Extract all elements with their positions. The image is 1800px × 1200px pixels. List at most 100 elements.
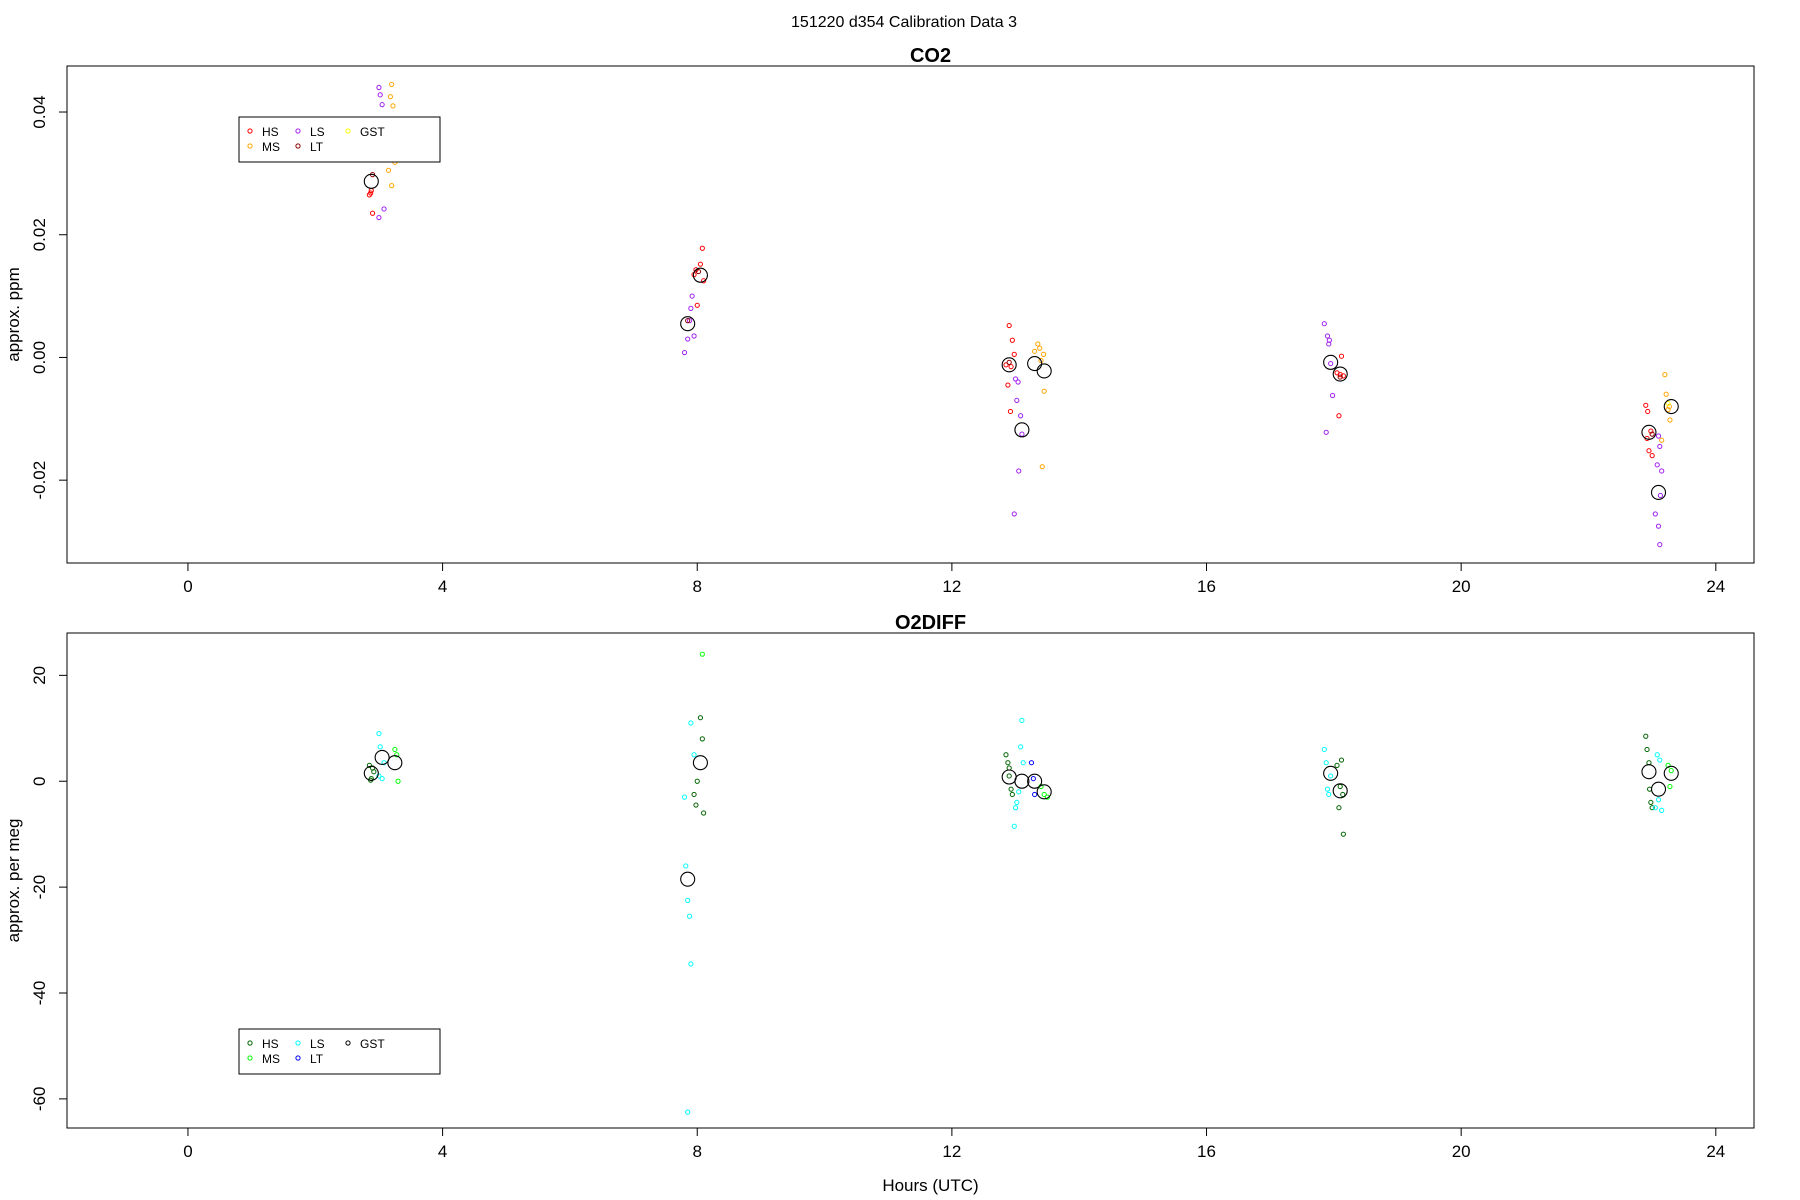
x-tick-label: 8 xyxy=(693,577,702,596)
mean-marker xyxy=(1323,354,1339,370)
data-point xyxy=(387,94,393,100)
x-tick-label: 4 xyxy=(438,1142,447,1161)
data-point xyxy=(1665,407,1671,413)
data-point xyxy=(694,302,700,308)
x-tick-label: 24 xyxy=(1706,577,1725,596)
x-axis: 0 4 8 12 16 20 24 xyxy=(183,1127,1725,1161)
data-point xyxy=(1032,791,1038,798)
data-point xyxy=(1324,333,1331,339)
data-point xyxy=(379,102,385,108)
legend-box xyxy=(238,116,441,163)
x-tick-label: 12 xyxy=(942,577,961,596)
data-point xyxy=(1340,831,1346,837)
mean-marker xyxy=(1332,783,1348,799)
data-point xyxy=(685,318,691,324)
data-point xyxy=(1011,823,1017,829)
x-tick-label: 16 xyxy=(1197,1142,1216,1161)
data-point xyxy=(1337,783,1343,790)
x-tick-label: 12 xyxy=(942,1142,961,1161)
data-point xyxy=(1009,337,1015,343)
legend-label: LT xyxy=(310,1052,324,1066)
data-point xyxy=(1334,762,1340,768)
data-point xyxy=(394,752,400,758)
x-tick-label: 20 xyxy=(1452,577,1471,596)
data-point xyxy=(1012,376,1019,382)
data-point xyxy=(366,762,372,768)
data-point xyxy=(395,778,401,784)
y-axis-label: approx. ppm xyxy=(4,267,23,362)
series-hs xyxy=(366,715,1655,837)
legend-label: GST xyxy=(360,1037,385,1051)
data-point xyxy=(1009,791,1015,798)
data-point xyxy=(691,791,697,798)
legend-marker xyxy=(295,143,301,149)
data-point xyxy=(685,336,691,342)
legend-label: HS xyxy=(262,1037,279,1051)
data-point xyxy=(697,261,704,267)
data-point xyxy=(699,736,705,742)
data-point xyxy=(376,773,382,779)
data-point xyxy=(390,103,396,109)
mean-marker xyxy=(387,755,403,771)
data-point xyxy=(376,730,382,737)
data-point xyxy=(1005,760,1011,766)
data-point xyxy=(1667,417,1673,423)
mean-marker xyxy=(1014,422,1030,438)
legend-label: HS xyxy=(262,125,279,139)
mean-marker xyxy=(1036,363,1052,379)
mean-marker xyxy=(692,267,708,283)
data-point xyxy=(1014,397,1020,404)
data-point xyxy=(1659,468,1665,474)
data-point xyxy=(1649,805,1655,811)
mean-marker xyxy=(374,749,390,765)
series-gst xyxy=(395,149,1671,407)
data-point xyxy=(1657,443,1663,450)
data-point xyxy=(1649,431,1655,437)
data-point xyxy=(1005,382,1011,388)
data-point xyxy=(1039,464,1045,470)
data-point xyxy=(1336,413,1342,419)
data-point xyxy=(1040,351,1047,357)
data-point xyxy=(1652,805,1658,811)
data-point xyxy=(1652,511,1658,517)
data-point xyxy=(1646,448,1652,454)
data-point xyxy=(389,183,395,189)
data-point xyxy=(1340,791,1346,798)
data-point xyxy=(1014,799,1020,806)
series-mean xyxy=(363,173,1679,500)
data-point xyxy=(689,293,695,299)
series-ls xyxy=(376,84,1665,548)
data-point xyxy=(686,318,693,324)
data-points xyxy=(363,651,1679,1115)
data-point xyxy=(1657,492,1664,499)
data-point xyxy=(1321,321,1327,327)
y-tick-label: -60 xyxy=(30,1087,49,1112)
data-point xyxy=(1015,379,1021,385)
data-point xyxy=(701,278,707,284)
data-point xyxy=(1338,353,1345,359)
data-point xyxy=(377,744,383,750)
panels: CO2 0 4 8 12 16 20 24 -0.02 0.00 0.02 0.04 approx. p… xyxy=(4,45,1755,1195)
data-point xyxy=(1655,433,1662,439)
mean-marker xyxy=(692,755,708,771)
mean-marker xyxy=(680,871,696,887)
data-point xyxy=(1326,337,1332,343)
mean-marker xyxy=(1036,784,1052,800)
data-point xyxy=(1323,760,1329,766)
data-point xyxy=(1012,805,1019,811)
mean-marker xyxy=(1650,781,1667,797)
series-hs xyxy=(366,187,1655,459)
series-lt xyxy=(369,172,1655,437)
panel-title: CO2 xyxy=(910,45,951,67)
series-ms xyxy=(385,81,1673,470)
figure-title: 151220 d354 Calibration Data 3 xyxy=(791,14,1017,31)
data-point xyxy=(688,720,694,726)
data-point xyxy=(1665,400,1671,407)
x-tick-label: 8 xyxy=(693,1142,702,1161)
data-point xyxy=(699,245,705,251)
data-point xyxy=(1011,511,1017,517)
mean-marker xyxy=(1027,356,1043,372)
legend-marker xyxy=(247,128,253,134)
